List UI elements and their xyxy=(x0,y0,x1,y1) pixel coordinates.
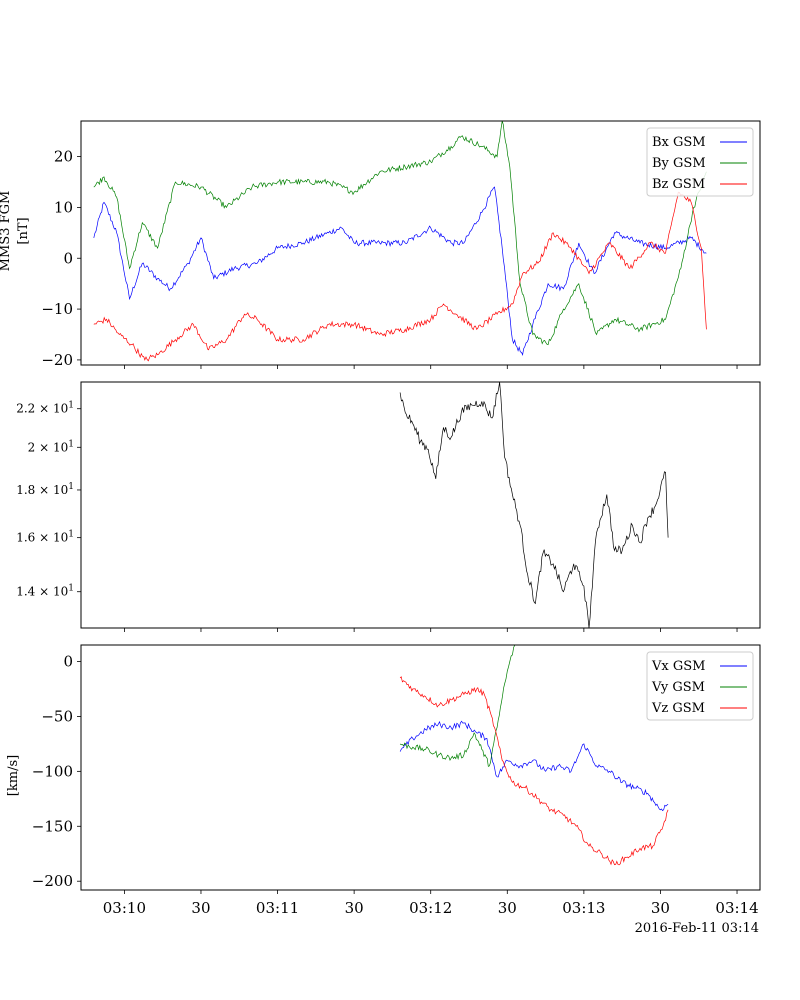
series-line-1-0 xyxy=(399,382,669,628)
y-tick-label: 1.6 × 101 xyxy=(16,530,74,545)
legend-label: By GSM xyxy=(652,156,706,171)
series-line-2-2 xyxy=(399,676,669,866)
x-tick-label: 30 xyxy=(345,899,364,917)
y-tick-label: −200 xyxy=(32,872,73,890)
legend xyxy=(646,127,754,197)
series-line-2-1 xyxy=(399,645,516,767)
speed-panel: 1.4 × 101 1.6 × 101 1.8 × 101 2 × 101 2.2 × … xyxy=(16,381,761,632)
y-axis-label: [nT] xyxy=(16,217,31,244)
y-tick-label: −10 xyxy=(41,300,73,318)
y-axis-label: [km/s] xyxy=(6,755,21,796)
x-tick-label: 03:13 xyxy=(562,899,605,917)
x-tick-label: 30 xyxy=(191,899,210,917)
series-line-0-0 xyxy=(93,186,707,356)
x-tick-label: 03:14 xyxy=(715,899,758,917)
y-tick-label: −50 xyxy=(41,707,73,725)
legend-label: Vx GSM xyxy=(651,659,705,674)
series-line-0-1 xyxy=(93,121,707,346)
y-tick-label: −100 xyxy=(32,762,73,780)
legend-label: Vz GSM xyxy=(651,701,705,716)
legend-label: Bx GSM xyxy=(652,135,706,150)
x-tick-label: 03:11 xyxy=(256,899,299,917)
x-tick-label: 30 xyxy=(498,899,517,917)
y-tick-label: 0 xyxy=(63,249,73,267)
plot-frame xyxy=(80,120,761,366)
time-offset-label: 2016-Feb-11 03:14 xyxy=(635,921,759,936)
y-tick-label: 0 xyxy=(63,652,73,670)
x-tick-label: 03:10 xyxy=(103,899,146,917)
y-tick-label: 20 xyxy=(54,148,73,166)
plot-frame xyxy=(80,381,761,629)
y-tick-label: 2 × 101 xyxy=(28,439,74,454)
y-tick-label: 2.2 × 101 xyxy=(16,401,74,416)
velocity-panel: −200 −150 −100 −50 0 [km/s] Vx GSM Vy GSM Vz GSM xyxy=(6,644,761,894)
y-tick-label: −20 xyxy=(41,351,73,369)
x-tick-label: 30 xyxy=(651,899,670,917)
y-tick-label: −150 xyxy=(32,817,73,835)
legend xyxy=(646,651,754,721)
y-axis-label: MMS3 FGM xyxy=(0,191,13,272)
y-tick-label: 10 xyxy=(54,198,73,216)
legend-label: Vy GSM xyxy=(651,680,705,695)
y-tick-label: 1.8 × 101 xyxy=(16,482,74,497)
plot-frame xyxy=(80,644,761,891)
time-axis: 03:10 30 03:11 30 03:12 30 03:13 30 03:14 xyxy=(103,899,759,917)
y-tick-label: 1.4 × 101 xyxy=(16,584,74,599)
magnetic-field-panel: −20 −10 0 10 20 MMS3 FGM[nT] Bx GSM By GSM Bz GS… xyxy=(0,120,761,369)
legend-label: Bz GSM xyxy=(652,177,705,192)
x-tick-label: 03:12 xyxy=(409,899,452,917)
series-line-0-2 xyxy=(93,191,707,362)
series-line-2-0 xyxy=(399,720,669,812)
